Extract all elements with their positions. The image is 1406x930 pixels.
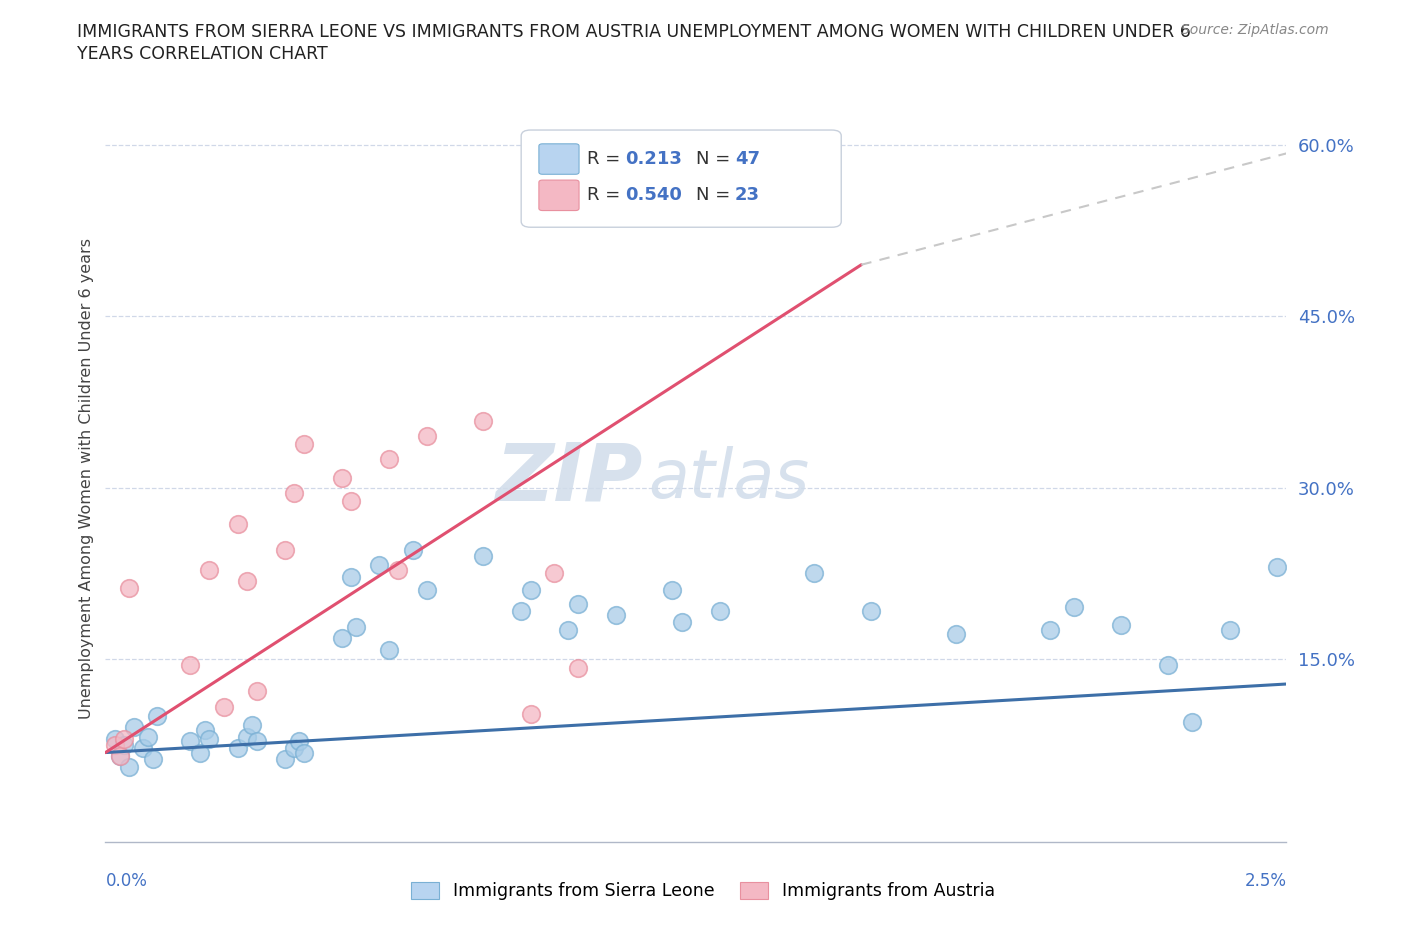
Text: 23: 23 (735, 186, 761, 205)
Text: ZIP: ZIP (495, 440, 643, 518)
Point (146, 709, 169, 724)
Point (236, 729, 259, 744)
Point (240, 718, 263, 733)
Text: 0.213: 0.213 (626, 150, 682, 168)
Point (283, 485, 305, 500)
Point (1109, 618, 1132, 632)
Text: YEARS CORRELATION CHART: YEARS CORRELATION CHART (77, 45, 328, 62)
Point (368, 558, 391, 573)
Point (1265, 560, 1288, 575)
Point (104, 731, 127, 746)
Point (1039, 623, 1062, 638)
Point (194, 723, 217, 737)
Point (118, 760, 141, 775)
Point (198, 731, 221, 746)
Point (136, 729, 159, 744)
Point (274, 752, 297, 767)
Point (472, 549, 495, 564)
Point (567, 660, 589, 675)
Text: 0.0%: 0.0% (105, 872, 148, 890)
FancyBboxPatch shape (538, 144, 579, 174)
Legend: Immigrants from Sierra Leone, Immigrants from Austria: Immigrants from Sierra Leone, Immigrants… (404, 875, 1002, 908)
Point (803, 565, 825, 580)
Point (671, 615, 693, 630)
Point (179, 658, 201, 672)
Point (415, 429, 437, 444)
Point (108, 749, 131, 764)
Point (472, 414, 495, 429)
Point (212, 699, 235, 714)
Text: R =: R = (588, 186, 620, 205)
Point (283, 740, 305, 755)
Point (859, 604, 882, 618)
Point (104, 737, 127, 752)
Point (292, 745, 315, 760)
Y-axis label: Unemployment Among Women with Children Under 6 years: Unemployment Among Women with Children U… (79, 238, 94, 720)
Point (378, 452, 401, 467)
Point (246, 734, 269, 749)
Point (510, 604, 533, 618)
Point (330, 471, 353, 485)
Point (179, 734, 201, 749)
Point (709, 604, 731, 618)
Point (945, 626, 967, 641)
Point (1219, 623, 1241, 638)
Point (378, 643, 401, 658)
Point (112, 737, 135, 752)
Point (567, 597, 589, 612)
Text: 2.5%: 2.5% (1244, 872, 1286, 890)
Point (1181, 714, 1204, 729)
Text: N =: N = (696, 150, 730, 168)
Point (330, 631, 353, 645)
Point (198, 563, 221, 578)
Point (132, 740, 155, 755)
Point (226, 740, 249, 755)
Text: 0.540: 0.540 (626, 186, 682, 205)
Text: Source: ZipAtlas.com: Source: ZipAtlas.com (1181, 23, 1329, 37)
Point (543, 565, 565, 580)
Point (605, 608, 627, 623)
Point (108, 749, 131, 764)
Point (519, 706, 541, 721)
Point (661, 583, 683, 598)
Point (122, 720, 145, 735)
Point (415, 583, 437, 598)
Text: 47: 47 (735, 150, 761, 168)
Point (519, 583, 541, 598)
Point (118, 580, 141, 595)
Point (557, 623, 579, 638)
Point (236, 574, 259, 589)
Text: IMMIGRANTS FROM SIERRA LEONE VS IMMIGRANTS FROM AUSTRIA UNEMPLOYMENT AMONG WOMEN: IMMIGRANTS FROM SIERRA LEONE VS IMMIGRAN… (77, 23, 1191, 41)
Point (340, 494, 363, 509)
Point (226, 517, 249, 532)
Point (1063, 600, 1085, 615)
Point (112, 731, 135, 746)
FancyBboxPatch shape (538, 180, 579, 210)
Point (188, 745, 211, 760)
FancyBboxPatch shape (522, 130, 841, 227)
Point (340, 569, 363, 584)
Point (292, 437, 315, 452)
Point (142, 752, 165, 767)
Text: atlas: atlas (648, 446, 810, 512)
Point (387, 563, 409, 578)
Point (274, 543, 297, 558)
Point (779, 154, 801, 169)
Point (401, 543, 423, 558)
Text: R =: R = (588, 150, 620, 168)
Point (288, 734, 311, 749)
Point (246, 684, 269, 698)
Text: N =: N = (696, 186, 730, 205)
Point (344, 619, 367, 634)
Point (1157, 658, 1180, 672)
